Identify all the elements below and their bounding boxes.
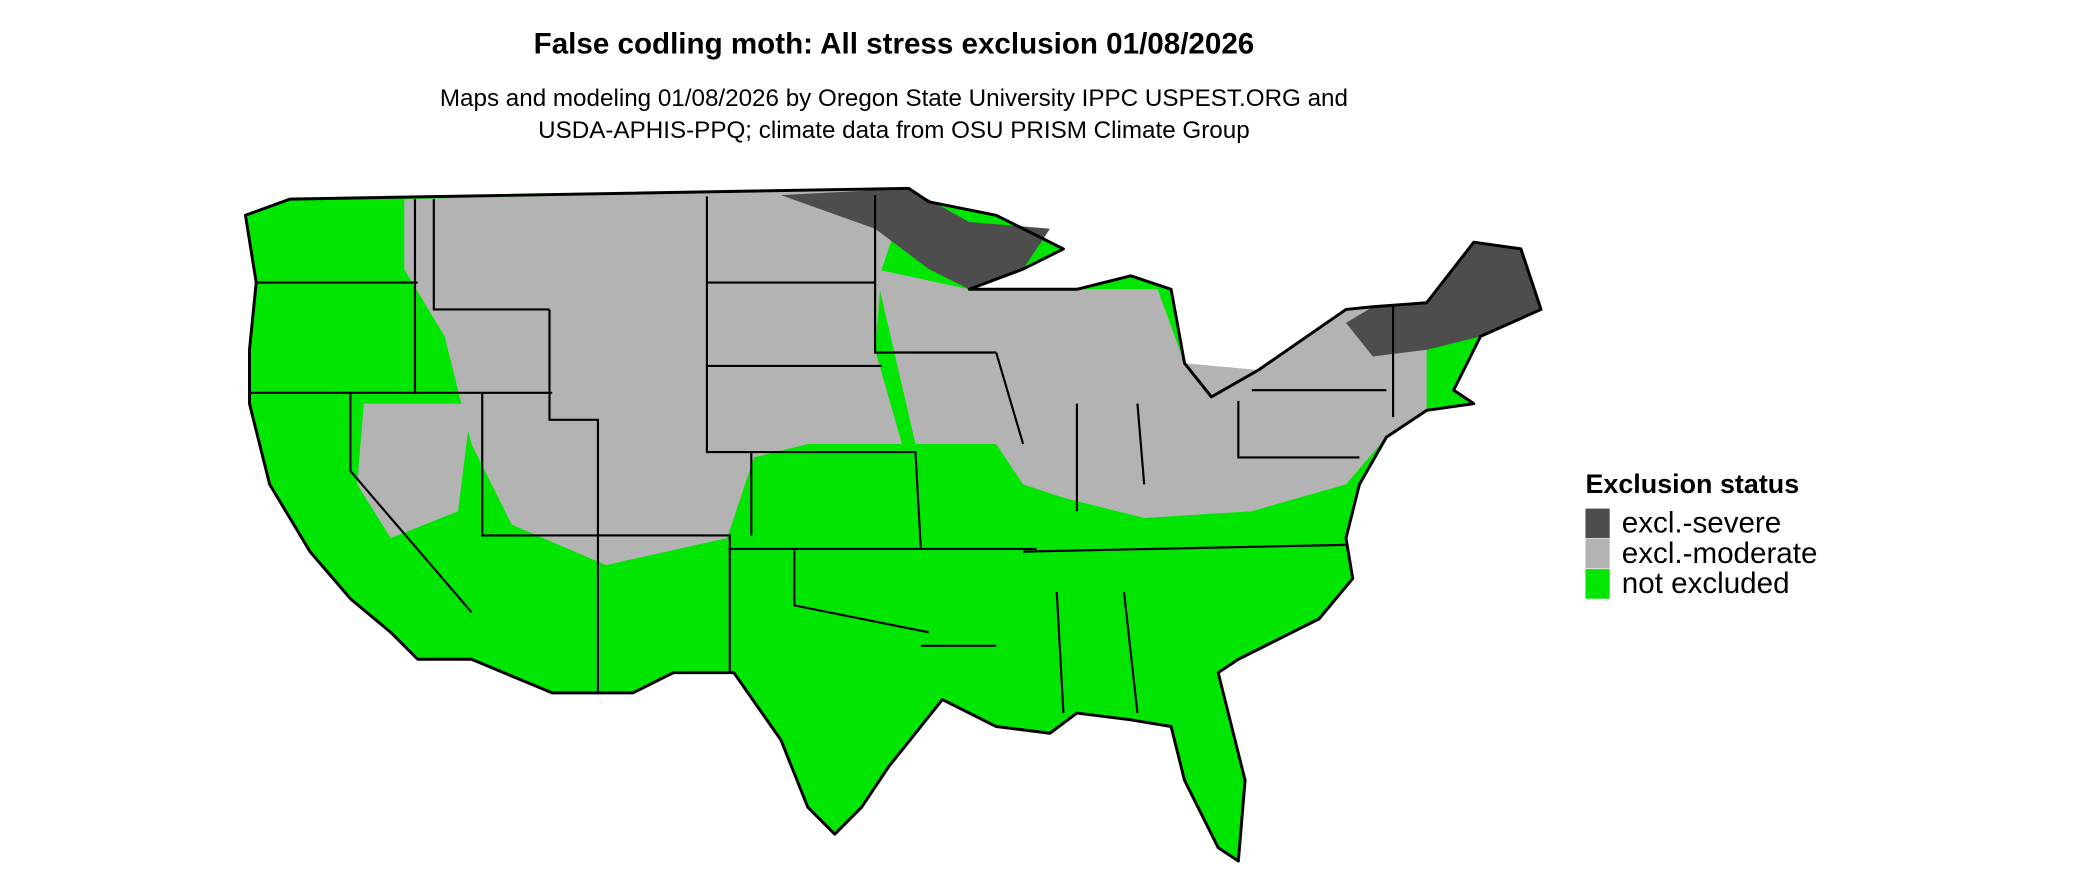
moderate-area xyxy=(357,403,472,539)
legend-label: excl.-severe xyxy=(1622,507,1781,540)
legend: Exclusion status excl.-severeexcl.-moder… xyxy=(1585,469,1817,600)
subtitle-line: Maps and modeling 01/08/2026 by Oregon S… xyxy=(440,85,1348,112)
us-map xyxy=(243,186,1543,863)
legend-swatch xyxy=(1585,569,1610,599)
legend-label: excl.-moderate xyxy=(1622,537,1818,570)
title: False codling moth: All stress exclusion… xyxy=(534,28,1255,61)
severe-area xyxy=(1345,242,1542,357)
moderate-area xyxy=(875,269,1427,518)
subtitle-line: USDA-APHIS-PPQ; climate data from OSU PR… xyxy=(538,117,1249,144)
legend-title: Exclusion status xyxy=(1585,469,1799,499)
us-outline xyxy=(243,186,1543,863)
legend-swatch xyxy=(1585,538,1610,569)
severe-area xyxy=(780,188,1050,290)
legend-label: not excluded xyxy=(1622,567,1790,600)
state-lines xyxy=(249,195,1395,714)
legend-swatch xyxy=(1585,508,1610,539)
